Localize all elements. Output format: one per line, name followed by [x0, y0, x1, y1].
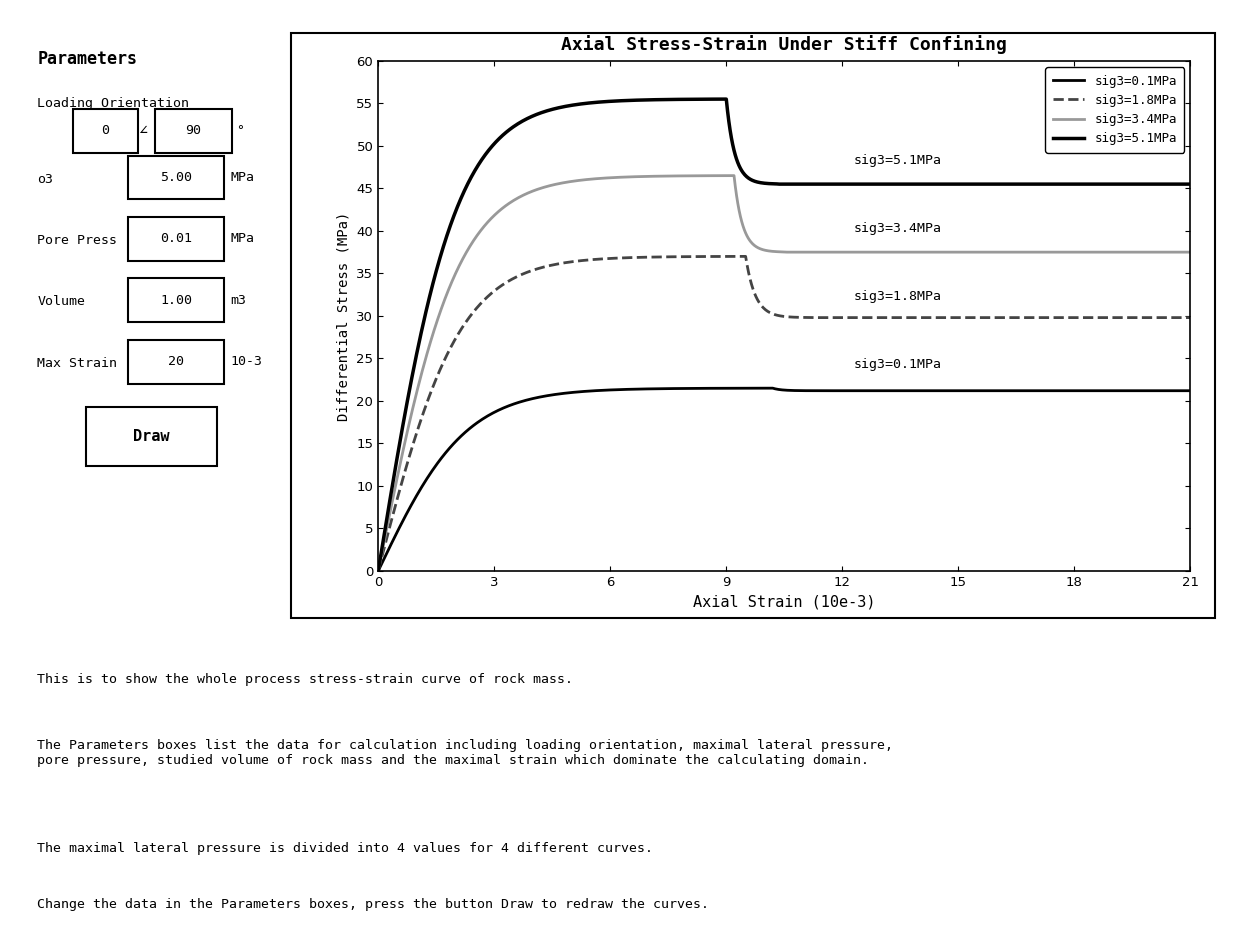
FancyBboxPatch shape	[86, 407, 217, 465]
sig3=0.1MPa	[449, 435, 464, 446]
Line: sig3=0.1MPa: sig3=0.1MPa	[378, 388, 1190, 571]
Text: MPa: MPa	[231, 170, 254, 183]
FancyBboxPatch shape	[128, 340, 224, 384]
sig3=3.4MPa	[487, 210, 502, 221]
sig3=0.1MPa	[609, 384, 624, 395]
FancyBboxPatch shape	[128, 217, 224, 261]
sig3=5.1MPa	[728, 152, 743, 163]
Text: 0.01: 0.01	[160, 232, 192, 245]
Text: ∠: ∠	[138, 123, 148, 138]
Text: The maximal lateral pressure is divided into 4 values for 4 different curves.: The maximal lateral pressure is divided …	[37, 841, 652, 855]
FancyBboxPatch shape	[73, 109, 138, 153]
sig3=5.1MPa	[719, 94, 734, 105]
sig3=3.4MPa	[585, 173, 600, 184]
sig3=1.8MPa	[591, 254, 606, 265]
sig3=0.1MPa	[500, 401, 515, 412]
sig3=0.1MPa	[1183, 385, 1198, 396]
X-axis label: Axial Strain (10e-3): Axial Strain (10e-3)	[693, 594, 875, 609]
Text: 1.00: 1.00	[160, 294, 192, 307]
Text: °: °	[237, 124, 244, 137]
sig3=5.1MPa	[485, 140, 500, 152]
sig3=3.4MPa	[727, 170, 742, 182]
Text: 5.00: 5.00	[160, 170, 192, 183]
sig3=1.8MPa	[738, 251, 753, 262]
FancyBboxPatch shape	[128, 278, 224, 322]
sig3=3.4MPa	[1060, 246, 1075, 257]
sig3=1.8MPa	[1118, 312, 1133, 323]
Text: sig3=5.1MPa: sig3=5.1MPa	[854, 154, 942, 168]
sig3=1.8MPa	[443, 342, 458, 353]
FancyBboxPatch shape	[128, 155, 224, 199]
Line: sig3=3.4MPa: sig3=3.4MPa	[378, 176, 1190, 571]
Text: m3: m3	[231, 294, 247, 307]
sig3=5.1MPa	[1114, 179, 1128, 190]
sig3=0.1MPa	[371, 565, 386, 577]
Text: sig3=0.1MPa: sig3=0.1MPa	[854, 358, 942, 372]
Text: 90: 90	[186, 124, 201, 137]
Line: sig3=5.1MPa: sig3=5.1MPa	[378, 99, 1190, 571]
sig3=3.4MPa	[371, 565, 386, 577]
Text: The Parameters boxes list the data for calculation including loading orientation: The Parameters boxes list the data for c…	[37, 739, 893, 767]
sig3=5.1MPa	[371, 565, 386, 577]
Text: Pore Press: Pore Press	[37, 234, 118, 247]
Line: sig3=1.8MPa: sig3=1.8MPa	[378, 256, 1190, 571]
sig3=0.1MPa	[1121, 385, 1136, 396]
Text: Volume: Volume	[37, 296, 86, 308]
sig3=0.1MPa	[1073, 385, 1087, 396]
sig3=3.4MPa	[1115, 246, 1130, 257]
Text: Parameters: Parameters	[37, 51, 138, 68]
Text: Max Strain: Max Strain	[37, 357, 118, 370]
sig3=5.1MPa	[580, 97, 595, 109]
Text: This is to show the whole process stress-strain curve of rock mass.: This is to show the whole process stress…	[37, 673, 573, 686]
Text: Draw: Draw	[133, 429, 170, 444]
sig3=1.8MPa	[749, 292, 764, 303]
Text: o3: o3	[37, 172, 53, 185]
Legend: sig3=0.1MPa, sig3=1.8MPa, sig3=3.4MPa, sig3=5.1MPa: sig3=0.1MPa, sig3=1.8MPa, sig3=3.4MPa, s…	[1045, 67, 1184, 153]
Text: 0: 0	[102, 124, 109, 137]
Text: 20: 20	[169, 355, 184, 368]
sig3=1.8MPa	[1183, 312, 1198, 323]
sig3=1.8MPa	[1066, 312, 1081, 323]
Y-axis label: Differential Stress (MPa): Differential Stress (MPa)	[337, 212, 351, 420]
sig3=3.4MPa	[737, 222, 751, 233]
sig3=0.1MPa	[765, 383, 780, 394]
sig3=0.1MPa	[775, 385, 790, 396]
sig3=3.4MPa	[441, 285, 456, 296]
FancyBboxPatch shape	[155, 109, 232, 153]
sig3=1.8MPa	[491, 282, 506, 293]
sig3=5.1MPa	[1058, 179, 1073, 190]
Text: sig3=1.8MPa: sig3=1.8MPa	[854, 290, 942, 303]
sig3=3.4MPa	[1183, 246, 1198, 257]
sig3=5.1MPa	[439, 230, 454, 241]
Text: Loading Orientation: Loading Orientation	[37, 97, 190, 110]
Text: sig3=3.4MPa: sig3=3.4MPa	[854, 222, 942, 235]
Text: Change the data in the Parameters boxes, press the button Draw to redraw the cur: Change the data in the Parameters boxes,…	[37, 898, 709, 911]
Text: MPa: MPa	[231, 232, 254, 245]
sig3=5.1MPa	[1183, 179, 1198, 190]
Title: Axial Stress-Strain Under Stiff Confining: Axial Stress-Strain Under Stiff Confinin…	[562, 35, 1007, 53]
sig3=1.8MPa	[371, 565, 386, 577]
Text: 10-3: 10-3	[231, 355, 263, 368]
